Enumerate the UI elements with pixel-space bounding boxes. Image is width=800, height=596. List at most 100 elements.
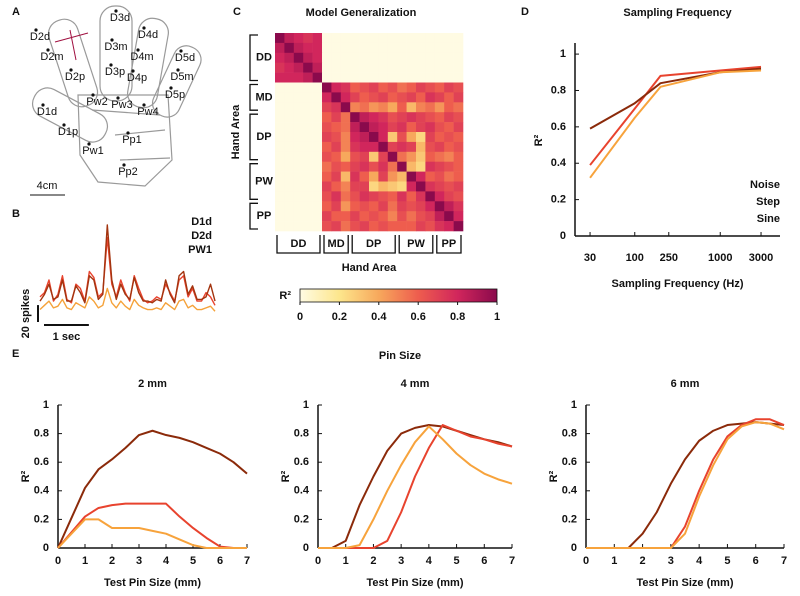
- x-tick-label: 0: [583, 555, 589, 567]
- heatmap-cell: [453, 132, 464, 143]
- heatmap-cell: [322, 52, 332, 63]
- heatmap-cell: [434, 161, 445, 172]
- group-bracket: [249, 163, 258, 200]
- colorbar-label: R²: [279, 290, 291, 302]
- series-line: [57, 518, 247, 549]
- heatmap-cell: [284, 211, 295, 222]
- heatmap-cell: [284, 171, 295, 182]
- heatmap-cell: [397, 33, 407, 44]
- heatmap-cell: [359, 161, 370, 172]
- chart-title: Model Generalization: [306, 7, 417, 19]
- y-tick-label: 0.8: [294, 428, 309, 440]
- location-dot: [142, 103, 146, 107]
- location-dot: [34, 28, 38, 32]
- heatmap-cell: [303, 151, 313, 162]
- heatmap-cell: [387, 191, 398, 202]
- heatmap-cell: [416, 191, 426, 202]
- heatmap-cell: [303, 211, 313, 222]
- heatmap-cell: [378, 132, 389, 143]
- heatmap-cell: [434, 122, 445, 133]
- location-dot: [116, 96, 120, 100]
- heatmap-cell: [359, 112, 370, 123]
- heatmap-cell: [312, 181, 323, 192]
- heatmap-cell: [359, 122, 370, 133]
- heatmap-cell: [378, 62, 389, 73]
- heatmap-cell: [397, 92, 407, 103]
- heatmap-cell: [406, 221, 417, 232]
- heatmap-cell: [397, 42, 407, 54]
- heatmap-cell: [425, 141, 436, 153]
- heatmap-cell: [350, 112, 360, 123]
- heatmap-cell: [322, 122, 332, 133]
- heatmap-cell: [416, 132, 426, 143]
- heatmap-cell: [331, 122, 342, 133]
- x-tick-label: 4: [696, 555, 703, 567]
- heatmap-cell: [350, 201, 360, 212]
- heatmap-cell: [453, 33, 464, 44]
- group-label: DD: [291, 238, 307, 250]
- heatmap-cell: [425, 112, 436, 123]
- series-line: [57, 429, 248, 549]
- heatmap-cell: [453, 52, 464, 63]
- heatmap-cell: [425, 62, 436, 73]
- heatmap-cell: [275, 92, 285, 103]
- heatmap-cell: [444, 102, 454, 113]
- heatmap-cell: [340, 151, 351, 162]
- heatmap-cell: [284, 161, 295, 172]
- x-tick-label: 5: [454, 555, 460, 567]
- heatmap-cell: [378, 33, 389, 44]
- heatmap-cell: [350, 221, 360, 232]
- heatmap-cell: [322, 112, 332, 123]
- heatmap-cell: [350, 92, 360, 103]
- legend-label: D1d: [191, 216, 212, 228]
- heatmap-cell: [293, 141, 304, 153]
- heatmap-cell: [340, 161, 351, 172]
- heatmap-cell: [340, 201, 351, 212]
- heatmap-cell: [284, 191, 295, 202]
- location-label: D3p: [105, 66, 125, 78]
- heatmap-cell: [322, 42, 332, 54]
- group-bracket: [323, 235, 349, 254]
- y-axis-label: R²: [20, 470, 32, 482]
- heatmap-cell: [444, 161, 454, 172]
- heatmap-cell: [359, 33, 370, 44]
- heatmap-cell: [425, 33, 436, 44]
- location-label: D5p: [165, 89, 185, 101]
- heatmap-cell: [387, 82, 398, 93]
- group-bracket: [249, 34, 258, 82]
- heatmap-cell: [284, 112, 295, 123]
- heatmap-cell: [378, 141, 389, 153]
- heatmap-cell: [293, 161, 304, 172]
- y-tick-label: 1: [571, 399, 577, 411]
- heatmap-cell: [425, 201, 436, 212]
- heatmap-cell: [397, 72, 407, 83]
- series-line: [586, 418, 785, 549]
- location-dot: [136, 48, 140, 52]
- heatmap-cell: [359, 201, 370, 212]
- heatmap-cell: [387, 181, 398, 192]
- heatmap-cell: [359, 171, 370, 182]
- y-tick-label: 0.2: [551, 194, 566, 206]
- chart-title: 4 mm: [401, 378, 430, 390]
- scale-label: 4cm: [37, 180, 58, 192]
- x-tick-label: 2: [370, 555, 376, 567]
- y-tick-label: 0.8: [562, 428, 577, 440]
- heatmap-cell: [453, 181, 464, 192]
- series-line: [39, 224, 216, 304]
- heatmap-cell: [293, 112, 304, 123]
- legend-label: PW1: [188, 244, 212, 256]
- heatmap-cell: [453, 102, 464, 113]
- heatmap-cell: [397, 191, 407, 202]
- group-label: PP: [442, 238, 457, 250]
- heatmap-cell: [359, 132, 370, 143]
- heatmap-cell: [416, 141, 426, 153]
- heatmap-cell: [369, 201, 379, 212]
- heatmap-cell: [416, 221, 426, 232]
- heatmap-cell: [340, 171, 351, 182]
- group-title: Pin Size: [379, 350, 421, 362]
- heatmap-cell: [387, 102, 398, 113]
- x-tick-label: 6: [481, 555, 487, 567]
- heatmap-cell: [425, 171, 436, 182]
- heatmap-cell: [397, 151, 407, 162]
- chart-title: Sampling Frequency: [623, 7, 732, 19]
